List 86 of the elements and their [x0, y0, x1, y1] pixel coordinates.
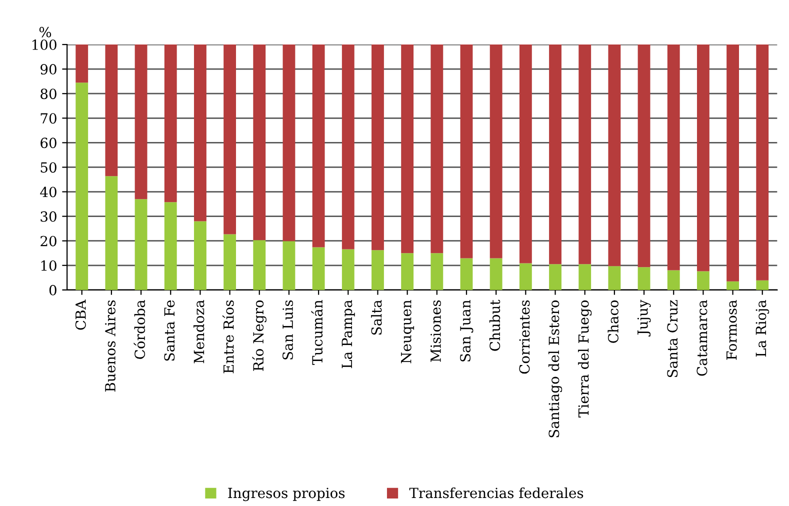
- bar: [638, 267, 650, 290]
- bar: [549, 264, 562, 290]
- x-tick-label: La Rioja: [756, 300, 770, 357]
- x-tick-label: Santiago del Estero: [548, 300, 562, 438]
- bar: [105, 176, 118, 290]
- x-tick-label: Mendoza: [193, 300, 204, 364]
- x-tick-label: Corrientes: [519, 300, 530, 374]
- x-tick-label: Neuquen: [401, 300, 414, 364]
- bar: [253, 240, 266, 290]
- bar: [696, 271, 710, 290]
- x-tick-label: Santa Fe: [164, 300, 175, 361]
- bar: [282, 44, 296, 242]
- x-tick-label: Jujuy: [637, 300, 651, 336]
- bar: [608, 266, 621, 290]
- bar: [696, 44, 710, 272]
- bar: [578, 264, 592, 290]
- bar: [578, 44, 592, 264]
- x-tick-label: Tucumán: [311, 300, 323, 365]
- bar: [194, 221, 206, 290]
- y-tick-label: 80: [40, 88, 56, 100]
- bar: [224, 44, 236, 234]
- bar: [401, 44, 414, 254]
- y-tick-label: 100: [32, 39, 56, 50]
- x-tick-label: Catamarca: [696, 300, 708, 376]
- bar: [549, 44, 562, 264]
- x-tick-label: Chubut: [489, 300, 500, 351]
- y-tick-label: 70: [40, 113, 56, 124]
- bar: [519, 263, 532, 290]
- x-tick-label: Córdoba: [134, 300, 146, 359]
- bar: [608, 44, 621, 266]
- bar: [756, 44, 769, 280]
- y-tick-label: 10: [41, 260, 56, 271]
- bar: [667, 270, 680, 290]
- bar: [460, 258, 473, 290]
- bar: [224, 234, 236, 290]
- x-tick-label: Misiones: [430, 300, 441, 362]
- bar: [726, 44, 739, 282]
- bar: [490, 258, 502, 290]
- bar: [756, 280, 769, 290]
- x-tick-label: San Juan: [460, 300, 474, 362]
- x-tick-label: Tierra del Fuego: [578, 300, 592, 418]
- bar: [282, 241, 296, 290]
- bar: [76, 44, 88, 83]
- x-tick-label: Formosa: [726, 300, 737, 360]
- bar: [372, 250, 384, 290]
- bar: [726, 281, 739, 290]
- bar: [312, 44, 325, 248]
- bar: [134, 44, 148, 200]
- legend-label: Transferencias federales: [409, 487, 584, 498]
- bar: [460, 44, 473, 258]
- y-tick-label: 50: [40, 162, 56, 173]
- bar: [342, 44, 354, 250]
- x-tick-label: La Pampa: [342, 300, 355, 368]
- x-tick-label: Río Negro: [252, 300, 266, 371]
- x-tick-label: Salta: [371, 300, 382, 335]
- x-tick-label: CBA: [75, 300, 86, 330]
- bar: [372, 44, 384, 250]
- x-tick-label: Buenos Aires: [105, 300, 116, 392]
- x-tick-label: Entre Ríos: [222, 300, 234, 374]
- x-tick-label: Chaco: [608, 300, 618, 343]
- bar: [105, 44, 118, 176]
- bar: [194, 44, 206, 222]
- bar: [76, 82, 88, 290]
- bar: [638, 44, 650, 268]
- bar: [253, 44, 266, 240]
- bar: [312, 247, 325, 290]
- bar: [430, 44, 444, 254]
- bar: [164, 44, 177, 202]
- bar: [519, 44, 532, 264]
- bar: [490, 44, 502, 258]
- bar: [164, 202, 177, 290]
- y-tick-label: 0: [49, 284, 56, 296]
- x-tick-label: San Luis: [282, 300, 293, 360]
- legend-label: Ingresos propios: [228, 488, 345, 502]
- y-tick-label: 20: [40, 236, 56, 246]
- bar: [401, 253, 414, 290]
- bar: [667, 44, 680, 270]
- bar: [134, 199, 148, 290]
- bar: [430, 253, 444, 290]
- y-tick-label: 90: [40, 64, 56, 75]
- bar: [342, 249, 354, 290]
- y-axis-title: %: [39, 26, 52, 38]
- y-tick-label: 60: [40, 138, 56, 148]
- x-tick-label: Santa Cruz: [667, 300, 678, 378]
- y-tick-label: 40: [40, 186, 56, 198]
- y-tick-label: 30: [40, 211, 56, 222]
